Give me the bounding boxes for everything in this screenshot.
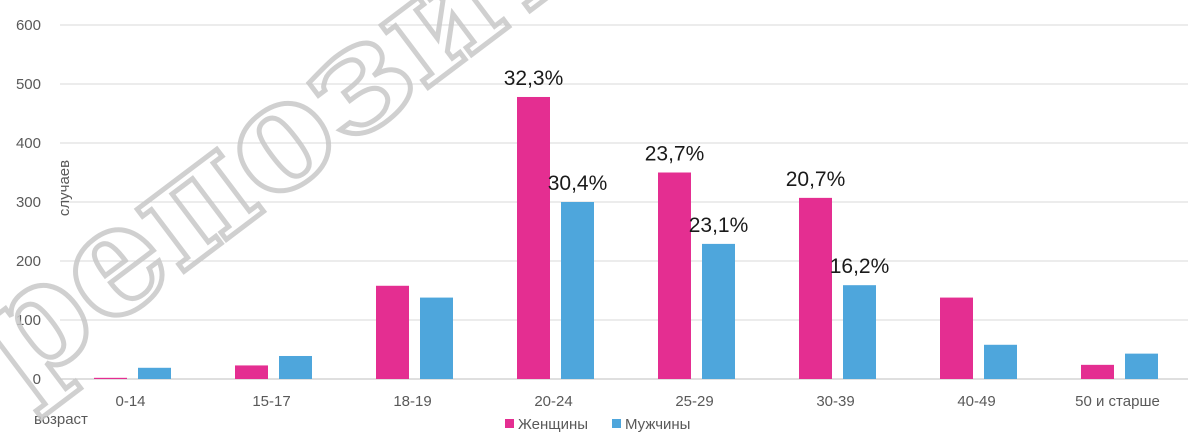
gridlines <box>60 24 1188 380</box>
bar-women <box>658 172 691 379</box>
x-tick-label: 0-14 <box>115 393 145 410</box>
y-tick-label: 400 <box>16 135 41 152</box>
y-tick-label: 200 <box>16 253 41 270</box>
y-axis-ticks: 0 100 200 300 400 500 600 <box>16 17 41 388</box>
bar-men <box>843 285 876 379</box>
bars <box>94 96 1158 379</box>
data-label: 23,7% <box>645 143 705 166</box>
x-tick-label: 20-24 <box>534 393 572 410</box>
bar-men <box>420 297 453 379</box>
bar-women <box>1081 364 1114 379</box>
bar-men <box>702 243 735 379</box>
data-label: 16,2% <box>830 255 890 278</box>
x-tick-label: 40-49 <box>957 393 995 410</box>
x-tick-label: 50 и старше <box>1075 393 1160 410</box>
data-labels: 32,3% 30,4% 23,7% 23,1% 20,7% 16,2% <box>504 67 890 278</box>
data-label: 23,1% <box>689 214 749 237</box>
bar-men <box>138 367 171 379</box>
bar-women <box>799 197 832 379</box>
bar-women <box>940 297 973 379</box>
x-tick-label: 15-17 <box>252 393 290 410</box>
bar-women <box>517 96 550 379</box>
data-label: 20,7% <box>786 168 846 191</box>
x-tick-label: 18-19 <box>393 393 431 410</box>
bar-women <box>235 365 268 379</box>
legend-swatch-women <box>505 419 514 428</box>
y-axis-title: случаев <box>56 160 73 216</box>
legend-label-women: Женщины <box>518 416 588 432</box>
x-tick-label: 25-29 <box>675 393 713 410</box>
bar-men <box>984 344 1017 379</box>
bar-women <box>376 285 409 379</box>
legend: Женщины Мужчины <box>505 416 690 432</box>
y-tick-label: 300 <box>16 194 41 211</box>
y-tick-label: 500 <box>16 76 41 93</box>
x-axis-title: возраст <box>34 411 88 428</box>
bar-men <box>561 202 594 379</box>
x-tick-label: 30-39 <box>816 393 854 410</box>
data-label: 32,3% <box>504 67 564 90</box>
bar-men <box>279 355 312 379</box>
y-tick-label: 100 <box>16 312 41 329</box>
x-axis-ticks: 0-14 15-17 18-19 20-24 25-29 30-39 40-49 50 и с… <box>115 393 1159 410</box>
legend-swatch-men <box>612 419 621 428</box>
y-tick-label: 0 <box>33 371 41 388</box>
bar-women <box>94 377 127 379</box>
legend-label-men: Мужчины <box>625 416 690 432</box>
data-label: 30,4% <box>548 172 608 195</box>
y-tick-label: 600 <box>16 17 41 34</box>
bar-men <box>1125 353 1158 379</box>
